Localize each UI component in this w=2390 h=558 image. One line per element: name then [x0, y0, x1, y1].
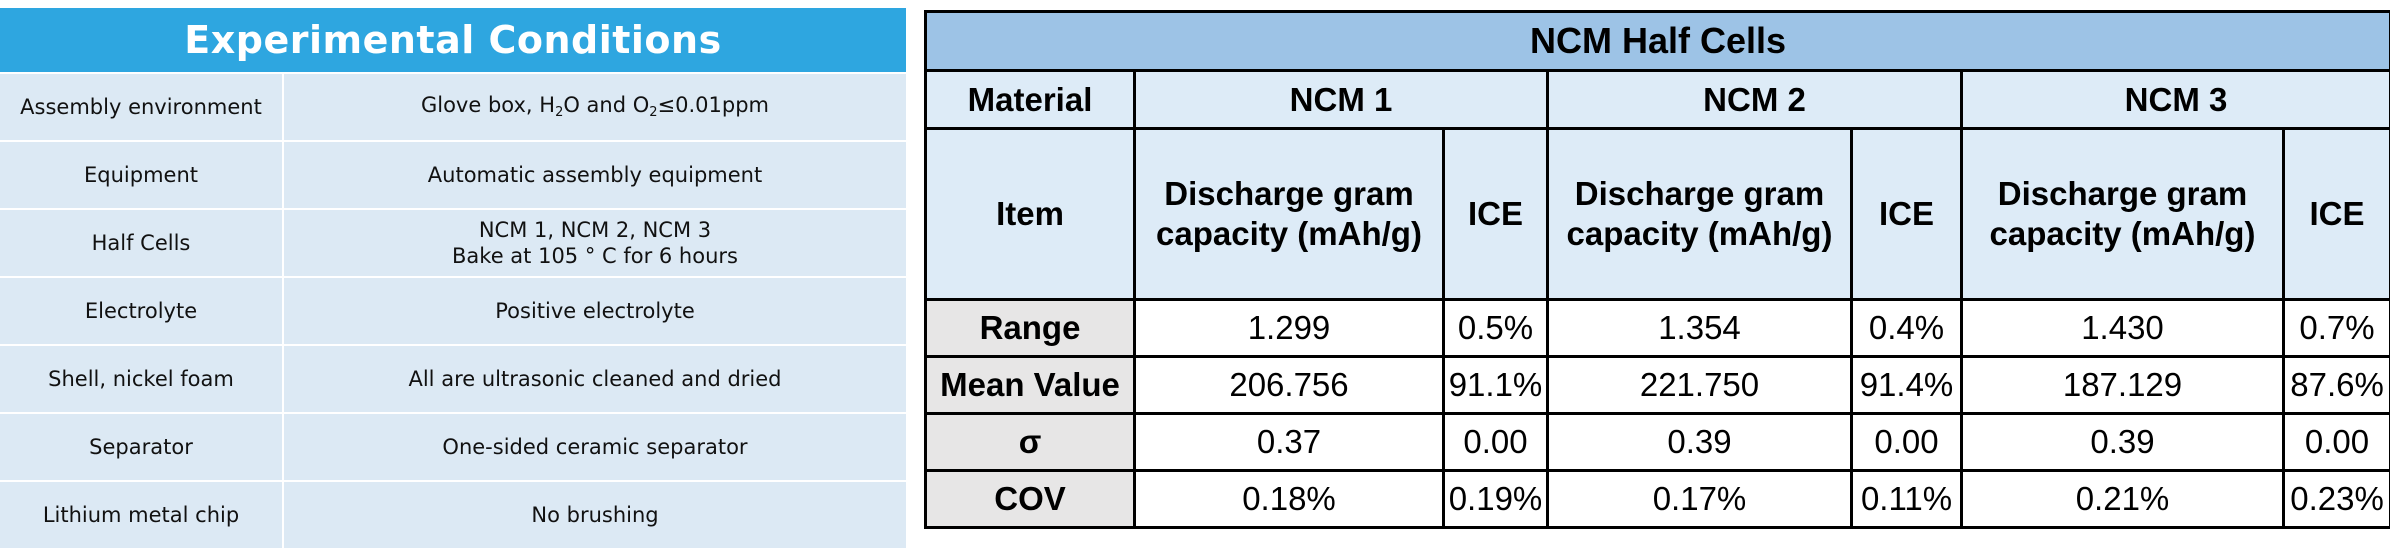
discharge-capacity-header: Discharge gram capacity (mAh/g)	[1133, 127, 1445, 301]
table-cell: 91.4%	[1850, 355, 1963, 415]
table-cell: 187.129	[1960, 355, 2285, 415]
table-cell: 91.1%	[1442, 355, 1549, 415]
ice-header: ICE	[1442, 127, 1549, 301]
table-cell: 206.756	[1133, 355, 1445, 415]
item-header: Item	[924, 127, 1136, 301]
table-cell: 0.17%	[1546, 469, 1853, 529]
table-row-range: Range 1.299 0.5% 1.354 0.4% 1.430 0.7%	[924, 298, 2390, 358]
table-cell: 0.18%	[1133, 469, 1445, 529]
group-header-ncm2: NCM 2	[1546, 69, 1963, 130]
row-label: Range	[924, 298, 1136, 358]
table-cell: 0.39	[1960, 412, 2285, 472]
condition-value: One-sided ceramic separator	[284, 414, 906, 480]
condition-row: Shell, nickel foam All are ultrasonic cl…	[0, 346, 906, 412]
condition-label: Shell, nickel foam	[0, 346, 282, 412]
table-cell: 0.23%	[2281, 469, 2390, 529]
table-cell: 0.37	[1133, 412, 1445, 472]
group-header-ncm1: NCM 1	[1133, 69, 1549, 130]
table-row-sigma: σ 0.37 0.00 0.39 0.00 0.39 0.00	[924, 412, 2390, 472]
condition-value: All are ultrasonic cleaned and dried	[284, 346, 906, 412]
condition-row: Equipment Automatic assembly equipment	[0, 142, 906, 208]
condition-label: Assembly environment	[0, 74, 282, 140]
condition-row: Lithium metal chip No brushing	[0, 482, 906, 548]
table-cell: 0.5%	[1442, 298, 1549, 358]
group-header-ncm3: NCM 3	[1959, 69, 2390, 130]
condition-row: Half Cells NCM 1, NCM 2, NCM 3 Bake at 1…	[0, 210, 906, 276]
table-cell: 0.39	[1546, 412, 1853, 472]
condition-label: Half Cells	[0, 210, 282, 276]
table-cell: 0.00	[1850, 412, 1963, 472]
table-cell: 1.430	[1960, 298, 2285, 358]
discharge-capacity-header: Discharge gram capacity (mAh/g)	[1546, 127, 1853, 301]
condition-value: No brushing	[284, 482, 906, 548]
row-label: σ	[924, 412, 1136, 472]
discharge-capacity-header: Discharge gram capacity (mAh/g)	[1960, 127, 2285, 301]
row-label: COV	[924, 469, 1136, 529]
condition-row: Assembly environment Glove box, H2O and …	[0, 74, 906, 140]
ncm-half-cells-table: NCM Half Cells Material NCM 1 NCM 2 NCM …	[923, 10, 2390, 529]
condition-row: Separator One-sided ceramic separator	[0, 414, 906, 480]
condition-row: Electrolyte Positive electrolyte	[0, 278, 906, 344]
table-cell: 221.750	[1546, 355, 1853, 415]
condition-label: Electrolyte	[0, 278, 282, 344]
condition-value: Glove box, H2O and O2≤0.01ppm	[284, 74, 906, 140]
table-cell: 1.354	[1546, 298, 1853, 358]
table-cell: 0.21%	[1960, 469, 2285, 529]
table-cell: 0.11%	[1850, 469, 1963, 529]
table-cell: 87.6%	[2281, 355, 2390, 415]
condition-value: Positive electrolyte	[284, 278, 906, 344]
row-label: Mean Value	[924, 355, 1136, 415]
table-cell: 0.19%	[1442, 469, 1549, 529]
condition-value: Automatic assembly equipment	[284, 142, 906, 208]
table-row-mean: Mean Value 206.756 91.1% 221.750 91.4% 1…	[924, 355, 2390, 415]
condition-value: NCM 1, NCM 2, NCM 3 Bake at 105 ° C for …	[284, 210, 906, 276]
ncm-table-title: NCM Half Cells	[923, 10, 2390, 72]
table-row-cov: COV 0.18% 0.19% 0.17% 0.11% 0.21% 0.23%	[924, 469, 2390, 529]
condition-label: Lithium metal chip	[0, 482, 282, 548]
experimental-conditions-table: Experimental Conditions Assembly environ…	[0, 8, 906, 548]
material-header: Material	[924, 69, 1136, 130]
table-cell: 0.00	[2281, 412, 2390, 472]
table-cell: 0.4%	[1850, 298, 1963, 358]
condition-label: Equipment	[0, 142, 282, 208]
table-cell: 0.7%	[2281, 298, 2390, 358]
table-cell: 0.00	[1442, 412, 1549, 472]
table-cell: 1.299	[1133, 298, 1445, 358]
condition-label: Separator	[0, 414, 282, 480]
conditions-title: Experimental Conditions	[0, 8, 906, 72]
ice-header: ICE	[2281, 127, 2390, 301]
ice-header: ICE	[1850, 127, 1963, 301]
